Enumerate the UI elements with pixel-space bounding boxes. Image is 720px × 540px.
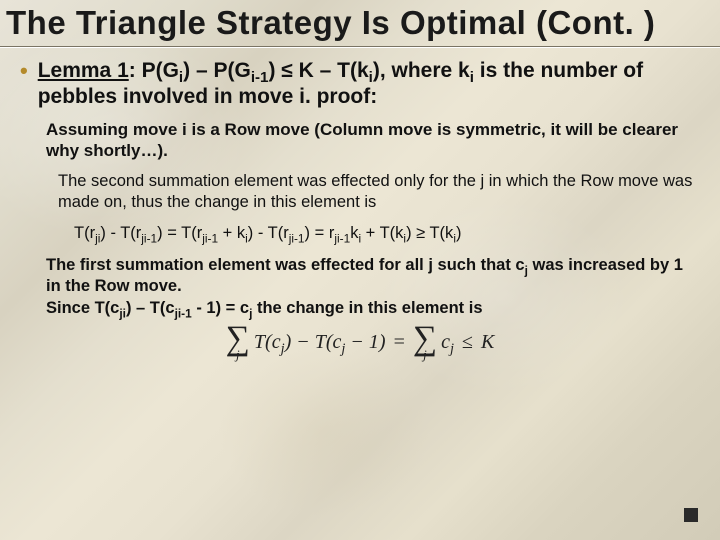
second-summation-paragraph: The second summation element was effecte… <box>58 171 702 213</box>
leq-op: ≤ <box>458 331 477 354</box>
slide-body: • Lemma 1: P(Gi) – P(Gi-1) ≤ K – T(ki), … <box>0 58 720 361</box>
equals-op: = <box>390 331 409 354</box>
slide-title: The Triangle Strategy Is Optimal (Cont. … <box>0 0 720 44</box>
K-term: K <box>481 331 494 354</box>
sigma-icon: ∑ j <box>226 325 250 361</box>
first-summation-paragraph: The first summation element was effected… <box>46 255 702 319</box>
lhs-term: T(cj) − T(cj − 1) <box>254 331 386 354</box>
assumption-paragraph: Assuming move i is a Row move (Column mo… <box>46 119 702 162</box>
rhs-term: cj <box>441 331 454 354</box>
lemma-text: Lemma 1: P(Gi) – P(Gi-1) ≤ K – T(ki), wh… <box>38 58 702 111</box>
sigma-icon: ∑ j <box>413 325 437 361</box>
row-move-equation: T(rji) - T(rji-1) = T(rji-1 + ki) - T(rj… <box>74 223 702 244</box>
sum-index-1: j <box>236 350 240 360</box>
slide: The Triangle Strategy Is Optimal (Cont. … <box>0 0 720 540</box>
summation-formula: ∑ j T(cj) − T(cj − 1) = ∑ j cj ≤ K <box>18 325 702 361</box>
title-divider <box>0 46 720 48</box>
bullet-dot-icon: • <box>18 58 28 111</box>
sum-index-2: j <box>423 350 427 360</box>
qed-box-icon <box>684 508 698 522</box>
lemma-bullet: • Lemma 1: P(Gi) – P(Gi-1) ≤ K – T(ki), … <box>18 58 702 111</box>
